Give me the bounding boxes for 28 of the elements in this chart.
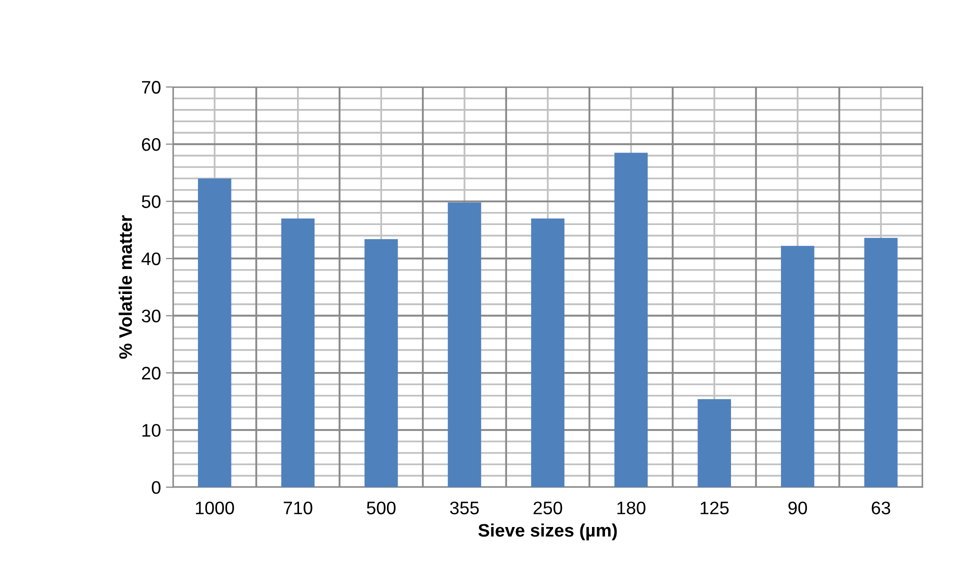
y-axis-title: % Volatile matter bbox=[118, 215, 132, 359]
bar bbox=[864, 238, 898, 488]
y-tick-label: 60 bbox=[142, 138, 160, 151]
x-axis-title: Sieve sizes (µm) bbox=[478, 523, 617, 540]
x-tick-label: 355 bbox=[450, 502, 479, 514]
x-tick-label: 1000 bbox=[196, 502, 234, 514]
y-tick-label: 70 bbox=[142, 80, 160, 94]
y-tick-label: 50 bbox=[142, 195, 160, 208]
y-tick-label: 40 bbox=[142, 252, 160, 266]
y-tick-label: 0 bbox=[152, 481, 160, 494]
x-tick-label: 500 bbox=[366, 502, 396, 514]
bar bbox=[281, 218, 315, 488]
x-tick-label: 125 bbox=[700, 502, 729, 514]
bar bbox=[364, 239, 398, 488]
bar bbox=[448, 202, 482, 488]
x-tick-label: 710 bbox=[284, 502, 312, 514]
bar bbox=[531, 218, 564, 488]
bar bbox=[614, 152, 648, 488]
y-tick-label: 20 bbox=[142, 366, 160, 380]
bar bbox=[698, 399, 731, 488]
x-tick-label: 63 bbox=[872, 502, 890, 514]
x-tick-label: 90 bbox=[788, 502, 807, 514]
y-tick-label: 30 bbox=[142, 310, 160, 322]
x-tick-label: 250 bbox=[534, 502, 562, 514]
bar bbox=[198, 178, 232, 488]
bar bbox=[780, 246, 814, 488]
y-tick-label: 10 bbox=[142, 424, 160, 437]
x-tick-label: 180 bbox=[617, 502, 646, 514]
